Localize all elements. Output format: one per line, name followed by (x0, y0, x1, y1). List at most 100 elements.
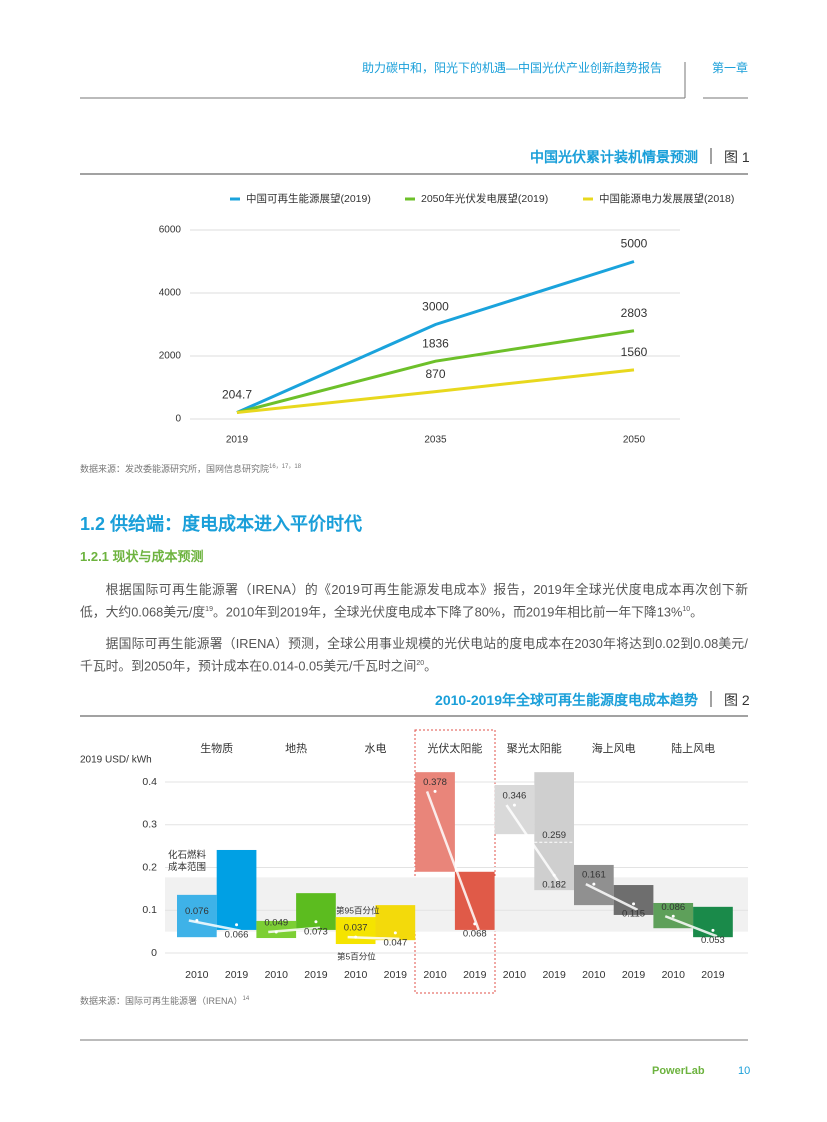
category-label: 水电 (365, 742, 387, 755)
percentile-label: 第95百分位 (336, 905, 380, 915)
text: 。2010年到2019年，全球光伏度电成本下降了80%，而2019年相比前一年下… (212, 604, 683, 620)
y-tick-label: 0 (151, 947, 157, 959)
data-label: 0.047 (383, 937, 407, 948)
header-chapter: 第一章 (712, 61, 749, 75)
data-label: 1560 (621, 345, 648, 359)
y-tick-label: 0.3 (142, 819, 157, 831)
y-tick-label: 0.2 (142, 861, 157, 873)
data-label: 0.086 (661, 902, 685, 913)
section-title: 1.2 供给端：度电成本进入平价时代 (80, 514, 363, 534)
range-bar (415, 772, 455, 872)
range-bar (693, 906, 733, 938)
source-note: 数据来源：发改委能源研究所，国网信息研究院16，17，18 (80, 461, 301, 475)
x-tick-label: 2019 (542, 969, 566, 981)
category-label: 地热 (285, 742, 307, 755)
x-tick-label: 2019 (225, 969, 249, 981)
category-label: 光伏太阳能 (427, 741, 482, 755)
average-connector (425, 790, 480, 931)
x-tick-label: 2019 (304, 969, 328, 981)
x-tick-label: 2010 (582, 969, 606, 981)
figure-label: 图 1 (724, 149, 750, 165)
average-point (195, 919, 199, 923)
data-label: 0.066 (225, 929, 249, 940)
series-line (236, 260, 635, 414)
source-text: 数据来源：发改委能源研究所，国网信息研究院 (80, 464, 270, 474)
figure-title: 2010-2019年全球可再生能源度电成本趋势 (435, 692, 698, 708)
average-point (671, 914, 675, 918)
average-point (632, 902, 636, 906)
x-tick-label: 2019 (701, 969, 725, 981)
figure-title: 中国光伏累计装机情景预测 (530, 149, 698, 165)
text: 根据国际可再生能源署（IRENA）的《2019可再生能源发电成本》报告，2019… (80, 582, 748, 620)
data-label: 0.068 (463, 928, 487, 939)
x-tick-label: 2010 (662, 969, 686, 981)
series-line (236, 368, 635, 415)
data-label: 0.076 (185, 906, 209, 917)
range-bar (494, 784, 535, 835)
range-bar (256, 920, 297, 939)
range-bar (177, 894, 217, 938)
x-tick-label: 2050 (623, 435, 646, 446)
x-tick-label: 2010 (265, 969, 289, 981)
source-note: 数据来源：国际可再生能源署（IRENA）14 (80, 994, 249, 1007)
annotation-label: 0.259 (542, 830, 566, 841)
average-point (393, 931, 397, 935)
footer-brand: PowerLab (652, 1065, 705, 1077)
ref: 10 (682, 606, 691, 613)
paragraph: 据国际可再生能源署（IRENA）预测，全球公用事业规模的光伏电站的度电成本在20… (80, 634, 748, 676)
data-label: 204.7 (222, 388, 252, 402)
data-label: 0.161 (582, 870, 606, 881)
average-point (473, 922, 477, 926)
figure-label: 图 2 (724, 692, 750, 708)
data-label: 0.378 (423, 777, 447, 788)
average-point (552, 873, 556, 877)
data-label: 0.115 (622, 908, 645, 919)
x-tick-label: 2019 (622, 969, 646, 981)
average-point (354, 935, 358, 939)
average-point (433, 789, 437, 793)
series-line (236, 329, 635, 415)
average-point (235, 923, 239, 927)
fossil-range-label: 化石燃料成本范围 (168, 850, 207, 873)
category-label: 陆上风电 (671, 741, 715, 755)
text: 。 (690, 604, 703, 620)
category-label: 海上风电 (592, 741, 636, 755)
data-label: 0.037 (344, 923, 368, 934)
average-point (512, 803, 516, 807)
text: 据国际可再生能源署（IRENA）预测，全球公用事业规模的光伏电站的度电成本在20… (80, 636, 748, 674)
category-label: 生物质 (200, 741, 233, 755)
x-tick-label: 2010 (423, 969, 447, 981)
source-refs: 14 (242, 996, 250, 1002)
ref: 20 (416, 660, 425, 667)
range-bar (335, 917, 376, 945)
category-label: 聚光太阳能 (507, 741, 562, 755)
range-bar (216, 849, 257, 930)
average-connector (664, 915, 718, 938)
x-tick-label: 2019 (384, 969, 408, 981)
data-label: 3000 (422, 300, 449, 314)
x-tick-label: 2010 (503, 969, 527, 981)
legend-label: 2050年光伏发电展望(2019) (421, 192, 548, 205)
legend-label: 中国能源电力发展展望(2018) (599, 192, 734, 205)
data-label: 0.182 (542, 880, 566, 891)
y-tick-label: 0.1 (142, 904, 157, 916)
source-refs: 16，17，18 (269, 464, 302, 470)
average-point (314, 920, 318, 924)
average-point (592, 882, 596, 886)
section-subtitle: 1.2.1 现状与成本预测 (80, 549, 204, 564)
data-label: 0.073 (304, 926, 328, 937)
range-bar (296, 893, 336, 930)
y-tick-label: 4000 (159, 288, 182, 299)
page-number: 10 (738, 1065, 751, 1077)
average-connector (188, 919, 241, 933)
average-point (711, 928, 715, 932)
text: 。 (424, 658, 437, 674)
x-tick-label: 2035 (424, 435, 447, 446)
source-text: 数据来源：国际可再生能源署（IRENA） (80, 996, 243, 1006)
y-tick-label: 2000 (159, 351, 182, 362)
data-label: 0.049 (264, 918, 288, 929)
average-point (274, 930, 278, 934)
y-tick-label: 6000 (159, 225, 182, 236)
